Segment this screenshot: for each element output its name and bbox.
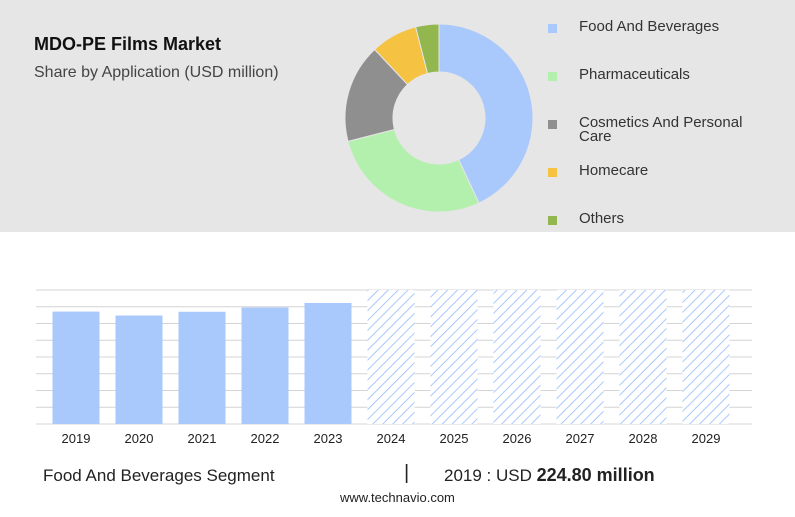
donut-slice-food-and-beverages — [438, 23, 534, 204]
x-tick-label-2022: 2022 — [251, 431, 280, 446]
bar-2025 — [430, 290, 478, 424]
x-tick-label-2024: 2024 — [377, 431, 406, 446]
x-tick-label-2026: 2026 — [503, 431, 532, 446]
legend-label: Pharmaceuticals — [579, 66, 690, 83]
legend-label: Food And Beverages — [579, 18, 720, 35]
x-tick-label-2027: 2027 — [566, 431, 595, 446]
legend-label: Others — [579, 210, 625, 227]
footer-separator: | — [404, 462, 410, 484]
donut-slice-others — [415, 23, 440, 75]
bar-2027 — [556, 290, 604, 424]
x-tick-label-2019: 2019 — [62, 431, 91, 446]
legend-swatch-pharma — [548, 72, 557, 81]
bar-2019 — [52, 311, 100, 424]
segment-value: 2019 : USD 224.80 million — [444, 465, 655, 486]
bar-2023 — [304, 303, 352, 424]
x-tick-labels: 2019 2020 2021 2022 2023 2024 2025 2026 2027 2028… — [62, 431, 721, 446]
segment-year-label: 2019 : USD — [444, 466, 532, 485]
legend-label: Homecare — [579, 162, 649, 179]
legend-swatch-food — [548, 24, 557, 33]
bar-2020 — [115, 315, 163, 424]
bar-2021 — [178, 311, 226, 424]
legend-swatch-cosmetics — [548, 120, 557, 129]
bar-2022 — [241, 307, 289, 424]
donut-slice-pharmaceuticals — [347, 128, 480, 213]
bar-2026 — [493, 290, 541, 424]
legend-label: Cosmetics And Personal Care — [579, 114, 743, 145]
x-tick-label-2025: 2025 — [440, 431, 469, 446]
chart-title: MDO-PE Films Market — [34, 34, 222, 54]
x-tick-label-2029: 2029 — [692, 431, 721, 446]
x-tick-label-2023: 2023 — [314, 431, 343, 446]
bar-2028 — [619, 290, 667, 424]
legend-swatch-homecare — [548, 168, 557, 177]
x-tick-label-2020: 2020 — [125, 431, 154, 446]
x-tick-label-2028: 2028 — [629, 431, 658, 446]
chart-subtitle: Share by Application (USD million) — [34, 64, 279, 81]
donut-chart — [344, 23, 534, 213]
legend-swatch-others — [548, 216, 557, 225]
bar-2029 — [682, 290, 730, 424]
segment-value-amount: 224.80 million — [536, 465, 655, 485]
bars-group — [52, 290, 730, 424]
segment-label: Food And Beverages Segment — [43, 466, 275, 485]
website-link[interactable]: www.technavio.com — [340, 490, 455, 505]
x-tick-label-2021: 2021 — [188, 431, 217, 446]
bar-chart: 2019 2020 2021 2022 2023 2024 2025 2026 2027 2028… — [36, 289, 752, 446]
bar-2024 — [367, 290, 415, 424]
